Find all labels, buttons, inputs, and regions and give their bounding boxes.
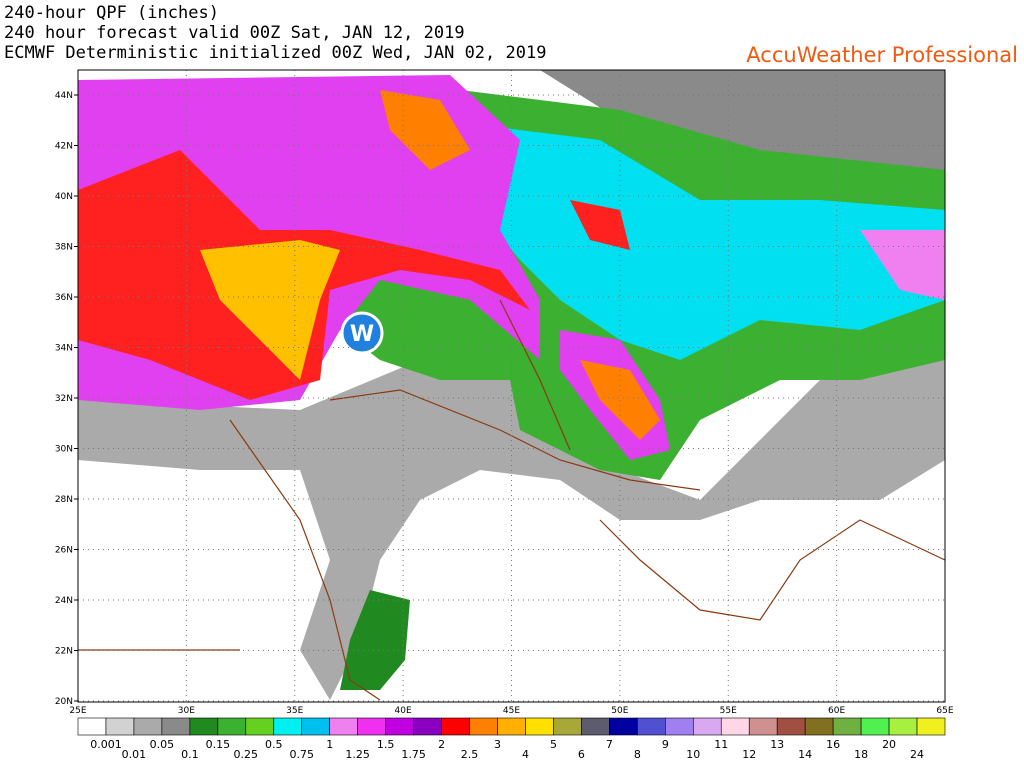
- legend-label: 0.5: [265, 738, 283, 751]
- lon-label: 45E: [503, 706, 520, 716]
- lat-label: 32N: [55, 394, 73, 404]
- legend-label: 2.5: [461, 748, 479, 761]
- legend-label: 0.1: [181, 748, 199, 761]
- lon-label: 50E: [611, 706, 628, 716]
- precip-orange-north: [380, 90, 470, 170]
- legend-label: 0.15: [206, 738, 231, 751]
- lat-label: 42N: [55, 142, 73, 152]
- legend-swatch: [860, 717, 890, 736]
- lon-label: 25E: [69, 706, 86, 716]
- legend-swatch: [888, 717, 918, 736]
- legend-label: 14: [798, 748, 812, 761]
- legend-swatch: [525, 717, 554, 736]
- legend-swatch: [665, 717, 694, 736]
- lon-label: 30E: [178, 706, 195, 716]
- legend-label: 0.01: [122, 748, 147, 761]
- legend-label: 20: [882, 738, 896, 751]
- legend-label: 4: [522, 748, 529, 761]
- lat-label: 36N: [55, 293, 73, 303]
- lat-label: 44N: [55, 91, 73, 101]
- lon-label: 55E: [720, 706, 737, 716]
- legend-swatch: [469, 717, 498, 736]
- precip-pink-east: [860, 230, 945, 300]
- legend-swatch: [553, 717, 582, 736]
- legend-label: 24: [910, 748, 924, 761]
- title: 240-hour QPF (inches): [4, 3, 219, 23]
- legend-swatch: [245, 717, 275, 736]
- legend-label: 1.25: [345, 748, 370, 761]
- logo-text: W: [350, 322, 374, 347]
- legend-label: 10: [686, 748, 700, 761]
- legend-swatch: [217, 717, 247, 736]
- legend-label: 5: [550, 738, 557, 751]
- legend-swatch: [692, 717, 722, 736]
- legend-label: 0.05: [150, 738, 175, 751]
- legend-label: 12: [742, 748, 756, 761]
- legend-label: 18: [854, 748, 868, 761]
- legend-swatch: [637, 717, 666, 736]
- legend-label: 16: [826, 738, 840, 751]
- legend-label: 9: [662, 738, 669, 751]
- legend-swatch: [133, 717, 163, 736]
- logo: [340, 311, 384, 355]
- legend-swatch: [357, 717, 386, 736]
- legend-swatch: [497, 717, 526, 736]
- lat-label: 30N: [55, 445, 73, 455]
- lat-label: 20N: [55, 697, 73, 707]
- brand: AccuWeather Professional: [746, 43, 1018, 67]
- legend-swatch: [748, 717, 778, 736]
- lat-label: 24N: [55, 596, 73, 606]
- legend-label: 6: [578, 748, 585, 761]
- lon-label: 40E: [395, 706, 412, 716]
- legend-swatch: [804, 717, 834, 736]
- legend-label: 1: [326, 738, 333, 751]
- legend-swatch: [609, 717, 638, 736]
- legend-swatch: [720, 717, 750, 736]
- legend-label: 1.75: [401, 748, 426, 761]
- lat-label: 38N: [55, 243, 73, 253]
- lat-label: 34N: [55, 344, 73, 354]
- legend-swatch: [161, 717, 191, 736]
- legend-swatch: [301, 717, 331, 736]
- lon-label: 35E: [286, 706, 303, 716]
- legend-swatch: [385, 717, 414, 736]
- legend-label: 8: [634, 748, 641, 761]
- legend-swatch: [105, 717, 135, 736]
- lat-label: 26N: [55, 546, 73, 556]
- lat-label: 40N: [55, 192, 73, 202]
- axes: 44N 42N 40N 38N 36N 34N 32N 30N 28N 26N 24N 22N 20N2…: [55, 69, 954, 716]
- legend-swatch: [916, 717, 946, 736]
- legend-swatch: [441, 717, 470, 736]
- legend-label: 0.001: [90, 738, 122, 751]
- lon-label: 60E: [828, 706, 845, 716]
- legend-label: 13: [770, 738, 784, 751]
- legend-swatch: [776, 717, 806, 736]
- precip-red-east: [570, 200, 630, 250]
- legend-label: 3: [494, 738, 501, 751]
- legend-label: 2: [438, 738, 445, 751]
- init-time: ECMWF Deterministic initialized 00Z Wed,…: [4, 43, 546, 63]
- map-frame: [77, 69, 946, 703]
- lon-label: 65E: [936, 706, 953, 716]
- legend-swatch: [329, 717, 358, 736]
- legend-swatch: [581, 717, 610, 736]
- lat-label: 28N: [55, 495, 73, 505]
- legend-label: 0.75: [289, 748, 314, 761]
- precip-green-south: [340, 590, 410, 690]
- precip-cyan: [440, 120, 945, 360]
- legend-label: 0.25: [234, 748, 259, 761]
- legend-swatch: [413, 717, 442, 736]
- legend-swatch: [273, 717, 303, 736]
- legend-swatch: [189, 717, 219, 736]
- legend-label: 1.5: [377, 738, 395, 751]
- legend-label: 7: [606, 738, 613, 751]
- valid-time: 240 hour forecast valid 00Z Sat, JAN 12,…: [4, 23, 465, 43]
- legend-swatch: [77, 717, 107, 736]
- lat-label: 22N: [55, 647, 73, 657]
- legend-swatch: [832, 717, 862, 736]
- legend-label: 11: [714, 738, 728, 751]
- precip-yellow: [200, 240, 340, 380]
